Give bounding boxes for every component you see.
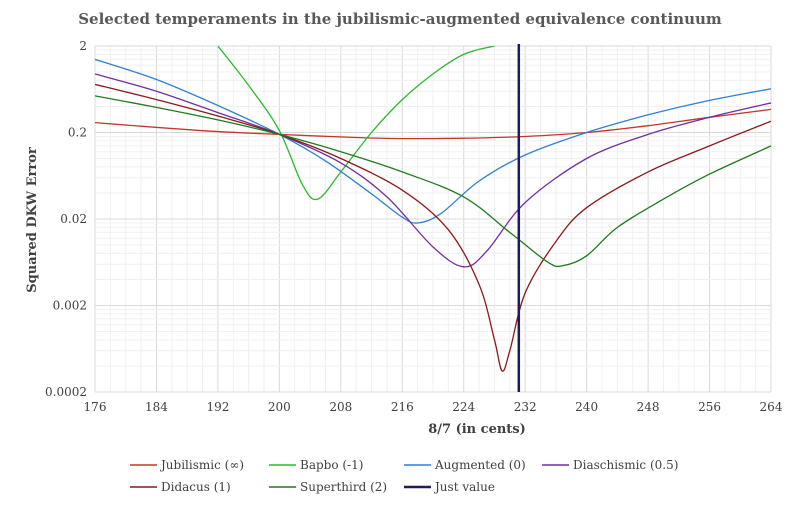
y-tick-label: 2 (79, 39, 87, 53)
legend-label: Superthird (2) (300, 480, 387, 494)
legend: Jubilismic (∞) Bapbo (-1) Augmented (0) Dia… (130, 458, 678, 494)
series-line-diaschismic (95, 73, 771, 268)
x-tick-label: 256 (698, 400, 721, 414)
x-tick-label: 208 (329, 400, 352, 414)
legend-item: Superthird (2) (269, 480, 387, 494)
x-axis-title: 8/7 (in cents) (428, 422, 526, 437)
legend-item: Didacus (1) (130, 480, 231, 494)
legend-label: Diaschismic (0.5) (573, 458, 678, 472)
x-tick-label: 240 (575, 400, 598, 414)
x-tick-label: 224 (452, 400, 475, 414)
legend-label: Just value (433, 480, 495, 494)
x-tick-label: 232 (514, 400, 537, 414)
x-tick-label: 264 (760, 400, 783, 414)
y-tick-label: 0.02 (60, 212, 87, 226)
y-axis-title: Squared DKW Error (25, 147, 40, 293)
legend-item: Jubilismic (∞) (130, 458, 244, 472)
series-line-didacus (95, 83, 771, 372)
x-tick-label: 184 (145, 400, 168, 414)
legend-label: Bapbo (-1) (300, 458, 363, 472)
y-tick-label: 0.002 (53, 299, 87, 313)
y-tick-label: 0.0002 (45, 385, 87, 399)
series-line-augmented (95, 58, 771, 224)
legend-item: Diaschismic (0.5) (542, 458, 678, 472)
x-tick-label: 200 (268, 400, 291, 414)
x-tick-label: 216 (391, 400, 414, 414)
x-tick-label: 176 (84, 400, 107, 414)
legend-item: Bapbo (-1) (269, 458, 363, 472)
x-axis-ticks: 176 184 192 200 208 216 224 232 240 248 256 264 (84, 400, 783, 414)
series-line-superthird (95, 95, 771, 268)
chart-title: Selected temperaments in the jubilismic-… (78, 10, 722, 28)
series-line-jubilismic (95, 108, 771, 140)
legend-item: Augmented (0) (404, 458, 526, 472)
grid (94, 45, 772, 393)
x-tick-label: 192 (206, 400, 229, 414)
legend-item: Just value (404, 480, 495, 494)
x-tick-label: 248 (637, 400, 660, 414)
legend-label: Jubilismic (∞) (159, 458, 244, 472)
legend-label: Augmented (0) (434, 458, 526, 472)
y-tick-label: 0.2 (68, 126, 87, 140)
y-axis-ticks: 2 0.2 0.02 0.002 0.0002 (45, 39, 87, 399)
legend-label: Didacus (1) (161, 480, 231, 494)
plot-area (95, 44, 771, 392)
